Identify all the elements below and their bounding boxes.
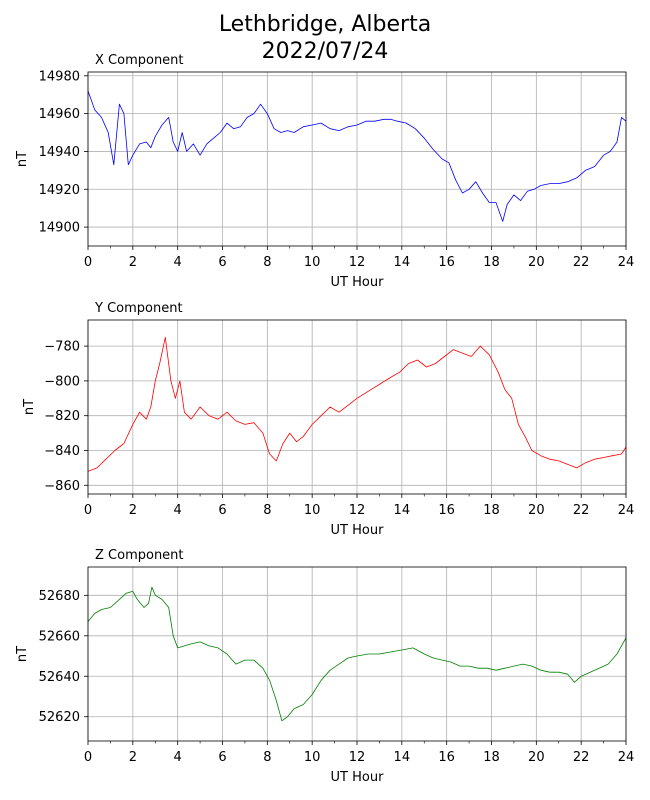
x-tick-label: 8: [263, 255, 271, 270]
x-tick-label: 2: [129, 255, 137, 270]
y-tick-label: 14960: [39, 107, 80, 122]
x-tick-label: 0: [84, 255, 92, 270]
x-tick-label: 18: [483, 750, 500, 765]
y-tick-label: −800: [44, 374, 80, 389]
x-tick-label: 22: [573, 750, 590, 765]
x-tick-label: 6: [218, 503, 226, 518]
y-tick-label: 14900: [39, 221, 80, 236]
x-tick-label: 22: [573, 255, 590, 270]
x-tick-label: 8: [263, 503, 271, 518]
y-tick-label: −860: [44, 479, 80, 494]
x-tick-label: 4: [174, 750, 182, 765]
y-tick-label: −780: [44, 340, 80, 355]
panel-title: Z Component: [95, 548, 184, 563]
x-tick-label: 12: [349, 750, 366, 765]
x-tick-label: 6: [218, 255, 226, 270]
x-tick-label: 24: [618, 255, 635, 270]
x-tick-label: 16: [438, 503, 455, 518]
chart-title-line1: Lethbridge, Alberta: [218, 12, 432, 37]
y-tick-label: 14980: [39, 69, 80, 84]
y-tick-label: −840: [44, 444, 80, 459]
x-tick-label: 16: [438, 255, 455, 270]
x-tick-label: 8: [263, 750, 271, 765]
x-tick-label: 22: [573, 503, 590, 518]
x-tick-label: 4: [174, 255, 182, 270]
x-tick-label: 6: [218, 750, 226, 765]
panel-title: Y Component: [94, 301, 183, 316]
series-line-z: [87, 586, 627, 722]
y-tick-label: 14920: [39, 183, 80, 198]
x-tick-label: 14: [394, 750, 411, 765]
x-tick-label: 12: [349, 255, 366, 270]
x-tick-label: 24: [618, 503, 635, 518]
chart-title-line2: 2022/07/24: [261, 39, 389, 64]
x-tick-label: 24: [618, 750, 635, 765]
y-axis-label: nT: [15, 151, 30, 167]
x-tick-label: 10: [304, 255, 321, 270]
x-tick-label: 14: [394, 255, 411, 270]
x-tick-label: 2: [129, 750, 137, 765]
y-tick-label: −820: [44, 409, 80, 424]
x-tick-label: 2: [129, 503, 137, 518]
series-line-y: [87, 336, 627, 472]
x-tick-label: 4: [174, 503, 182, 518]
x-tick-label: 12: [349, 503, 366, 518]
x-tick-label: 18: [483, 255, 500, 270]
series-line-x: [87, 90, 627, 222]
panel-title: X Component: [95, 53, 184, 68]
x-tick-label: 0: [84, 750, 92, 765]
y-tick-label: 52620: [39, 710, 80, 725]
y-tick-label: 52680: [39, 589, 80, 604]
x-tick-label: 14: [394, 503, 411, 518]
x-tick-label: 10: [304, 750, 321, 765]
panel-z-component: 0 2 4 6 8 10 12 14 16 18 20 22 245262052640526605268…: [15, 548, 634, 785]
x-tick-label: 20: [528, 503, 545, 518]
x-axis-label: UT Hour: [331, 523, 385, 538]
y-tick-label: 52660: [39, 629, 80, 644]
x-axis-label: UT Hour: [331, 770, 385, 785]
x-tick-label: 20: [528, 750, 545, 765]
x-tick-label: 18: [483, 503, 500, 518]
x-tick-label: 20: [528, 255, 545, 270]
y-axis-label: nT: [15, 646, 30, 662]
x-axis-label: UT Hour: [331, 275, 385, 290]
y-tick-label: 52640: [39, 670, 80, 685]
x-tick-label: 16: [438, 750, 455, 765]
y-axis-label: nT: [22, 399, 37, 415]
panel-y-component: 0 2 4 6 8 10 12 14 16 18 20 22 24−860−840−820−800−78…: [22, 301, 634, 538]
x-tick-label: 10: [304, 503, 321, 518]
panel-x-component: 0 2 4 6 8 10 12 14 16 18 20 22 241490014920149401496…: [15, 53, 634, 290]
y-tick-label: 14940: [39, 145, 80, 160]
x-tick-label: 0: [84, 503, 92, 518]
